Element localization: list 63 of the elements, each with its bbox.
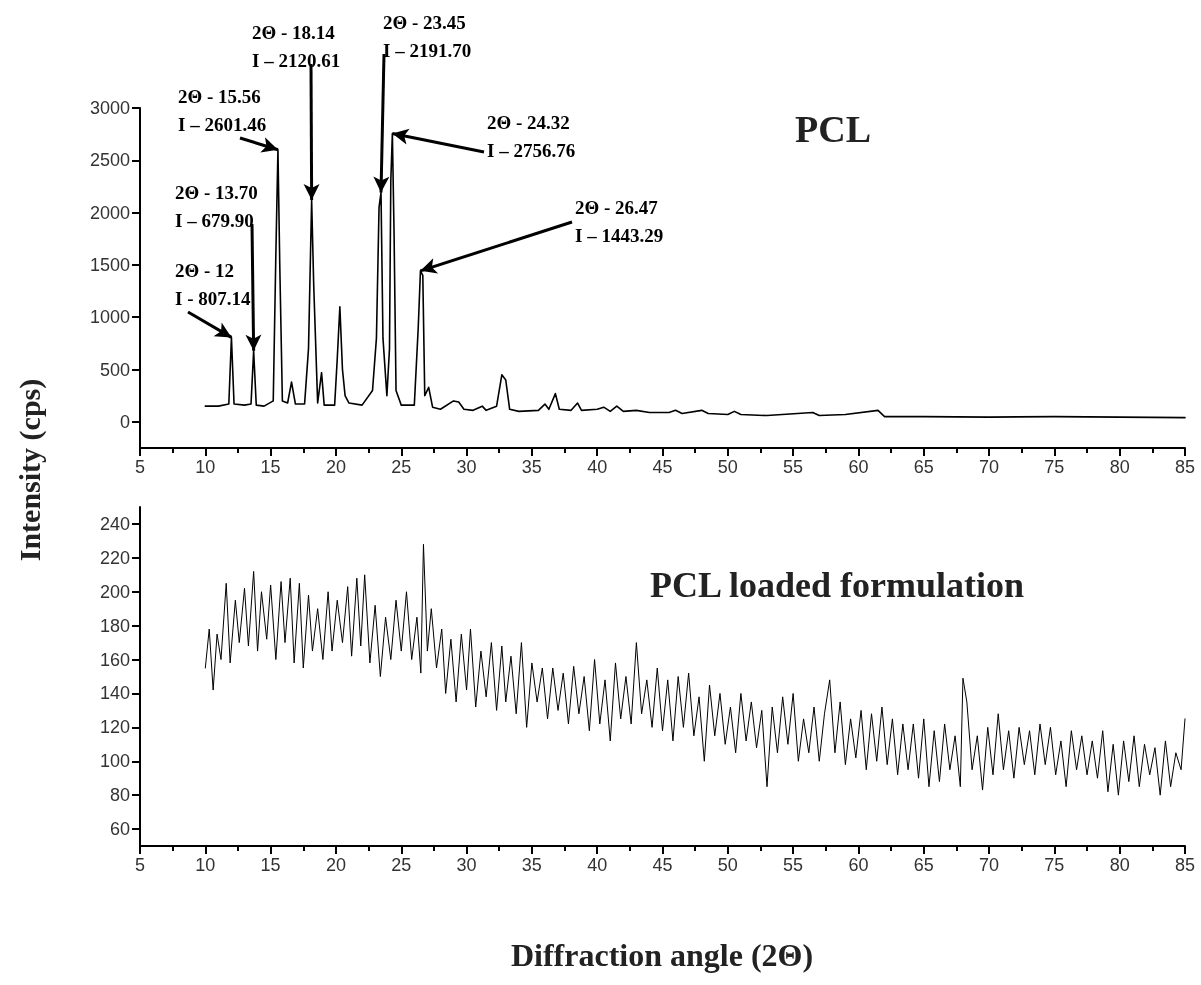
- x-tick-label: 25: [391, 457, 412, 477]
- y-tick-label: 180: [99, 615, 130, 636]
- x-tick-label: 65: [913, 855, 934, 875]
- y-tick-label: 0: [119, 411, 130, 432]
- annotation: 2Θ - 15.56 I – 2601.46: [178, 85, 267, 135]
- x-tick-label: 45: [652, 855, 673, 875]
- x-tick-label: 30: [456, 457, 477, 477]
- x-tick-label: 40: [587, 457, 608, 477]
- y-tick-label: 3000: [89, 98, 130, 118]
- x-tick-label: 10: [195, 457, 216, 477]
- x-tick-label: 55: [783, 457, 804, 477]
- x-tick-label: 25: [391, 855, 412, 875]
- y-tick-label: 160: [99, 649, 130, 670]
- x-tick-label: 70: [979, 855, 1000, 875]
- y-tick-label: 2000: [89, 202, 130, 223]
- y-tick-label: 1000: [89, 307, 130, 328]
- y-tick-label: 2500: [89, 150, 130, 171]
- x-tick-label: 85: [1174, 855, 1196, 875]
- annotation: 2Θ - 18.14 I – 2120.61: [252, 21, 341, 71]
- y-tick-label: 220: [99, 547, 130, 568]
- line-series: [204, 543, 1186, 796]
- y-tick-label: 140: [99, 683, 130, 704]
- x-tick-label: 5: [134, 457, 146, 477]
- x-tick-label: 50: [717, 855, 738, 875]
- x-tick-label: 75: [1044, 855, 1065, 875]
- x-tick-label: 5: [134, 855, 146, 875]
- annotation: 2Θ - 12 I - 807.14: [175, 259, 251, 309]
- y-tick-label: 120: [99, 717, 130, 738]
- x-tick-label: 85: [1174, 457, 1196, 477]
- x-tick-label: 35: [521, 855, 542, 875]
- x-tick-label: 80: [1109, 855, 1130, 875]
- x-axis-title: Diffraction angle (2Θ): [510, 936, 814, 974]
- x-tick-label: 15: [260, 855, 281, 875]
- annotation: 2Θ - 26.47 I – 1443.29: [575, 196, 664, 246]
- x-tick-label: 60: [848, 457, 869, 477]
- x-tick-label: 40: [587, 855, 608, 875]
- x-tick-label: 80: [1109, 457, 1130, 477]
- y-tick-label: 100: [99, 751, 130, 772]
- x-tick-label: 15: [260, 457, 281, 477]
- chart-title: PCL: [795, 108, 871, 150]
- x-tick-label: 70: [979, 457, 1000, 477]
- y-tick-label: 60: [109, 819, 130, 840]
- x-tick-label: 20: [325, 855, 346, 875]
- y-tick-label: 200: [99, 581, 130, 602]
- y-tick-label: 240: [99, 513, 130, 534]
- annotation: 2Θ - 24.32 I – 2756.76: [487, 111, 576, 161]
- x-tick-label: 55: [783, 855, 804, 875]
- y-tick-label: 1500: [89, 254, 130, 275]
- annotation: 2Θ - 23.45 I – 2191.70: [383, 11, 472, 61]
- text: PCL loaded formulation: [650, 565, 1025, 605]
- x-tick-label: 10: [195, 855, 216, 875]
- y-tick-label: 80: [109, 785, 130, 806]
- x-tick-label: 65: [913, 457, 934, 477]
- x-tick-label: 20: [325, 457, 346, 477]
- x-tick-label: 50: [717, 457, 738, 477]
- y-axis-title: Intensity (cps): [13, 378, 47, 562]
- x-tick-label: 75: [1044, 457, 1065, 477]
- x-tick-label: 30: [456, 855, 477, 875]
- x-tick-label: 35: [521, 457, 542, 477]
- annotation: 2Θ - 13.70 I – 679.90: [175, 181, 258, 231]
- x-tick-label: 60: [848, 855, 869, 875]
- y-tick-label: 500: [99, 359, 130, 380]
- x-tick-label: 45: [652, 457, 673, 477]
